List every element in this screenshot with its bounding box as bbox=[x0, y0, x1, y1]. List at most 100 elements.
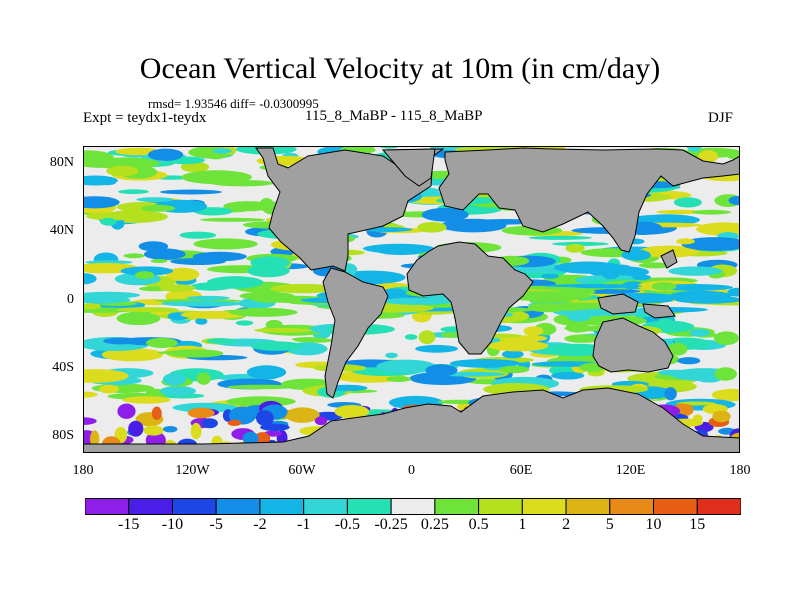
field-blob bbox=[101, 348, 164, 362]
field-blob bbox=[658, 318, 674, 323]
field-blob bbox=[210, 180, 274, 187]
field-blob bbox=[251, 293, 292, 303]
field-blob bbox=[100, 217, 117, 226]
field-blob bbox=[123, 253, 145, 259]
field-blob bbox=[122, 396, 171, 404]
field-blob bbox=[206, 338, 237, 344]
field-blob bbox=[103, 337, 138, 345]
field-blob bbox=[728, 196, 740, 205]
field-blob bbox=[260, 423, 290, 431]
colorbar-cell bbox=[171, 498, 217, 515]
colorbar-tick-label: 15 bbox=[689, 516, 706, 533]
field-blob bbox=[383, 297, 455, 305]
field-blob bbox=[564, 334, 602, 343]
field-blob bbox=[440, 218, 507, 233]
field-blob bbox=[638, 262, 672, 269]
field-blob bbox=[441, 332, 463, 338]
map-frame bbox=[83, 146, 740, 453]
field-blob bbox=[689, 328, 710, 337]
field-blob bbox=[160, 189, 222, 195]
field-blob bbox=[285, 407, 320, 423]
field-blob bbox=[83, 175, 118, 186]
field-blob bbox=[146, 337, 178, 348]
australia-landmass bbox=[592, 317, 674, 373]
field-blob bbox=[170, 258, 226, 265]
field-blob bbox=[656, 209, 705, 215]
colorbar-tick-label: -5 bbox=[209, 516, 223, 533]
field-blob bbox=[128, 420, 144, 437]
field-blob bbox=[692, 209, 731, 215]
field-blob bbox=[449, 359, 521, 368]
field-blob bbox=[528, 235, 592, 240]
field-blob bbox=[195, 317, 208, 325]
field-blob bbox=[673, 197, 702, 208]
colorbar-cell bbox=[609, 498, 655, 515]
field-blob bbox=[713, 331, 740, 345]
field-blob bbox=[551, 241, 609, 246]
stats-line: rmsd= 1.93546 diff= -0.0300995 bbox=[148, 96, 319, 111]
colorbar-tick-label: 5 bbox=[605, 516, 614, 533]
colorbar-tick-label: 10 bbox=[645, 516, 662, 533]
colorbar-cell bbox=[85, 498, 130, 515]
field-blob bbox=[135, 271, 155, 280]
field-blob bbox=[270, 283, 336, 294]
field-blob bbox=[117, 307, 179, 313]
colorbar-tick-label: 1 bbox=[518, 516, 527, 533]
field-blob bbox=[83, 417, 97, 425]
field-blob bbox=[651, 282, 677, 291]
field-blob bbox=[698, 150, 719, 163]
experiment-label: Expt = teydx1-teydx bbox=[83, 110, 207, 126]
field-blob bbox=[99, 384, 119, 394]
colorbar-tick-label: -0.25 bbox=[374, 516, 408, 533]
field-blob bbox=[565, 243, 585, 253]
field-blob bbox=[291, 337, 327, 342]
field-blob bbox=[677, 357, 701, 365]
colorbar-tick-label: -2 bbox=[253, 516, 267, 533]
field-blob bbox=[668, 266, 723, 276]
field-blob bbox=[159, 386, 197, 396]
lon-tick-label: 60W bbox=[288, 463, 316, 478]
field-blob bbox=[714, 367, 737, 381]
field-blob bbox=[386, 376, 412, 382]
season-label: DJF bbox=[708, 110, 734, 126]
africa-landmass bbox=[406, 241, 534, 355]
field-blob bbox=[488, 340, 549, 352]
field-blob bbox=[83, 196, 120, 209]
field-blob bbox=[565, 323, 591, 333]
case-label: 115_8_MaBP - 115_8_MaBP bbox=[305, 108, 483, 124]
field-blob bbox=[143, 248, 186, 260]
colorbar-tick-label: 0.5 bbox=[468, 516, 489, 533]
field-blob bbox=[150, 259, 168, 263]
field-blob bbox=[415, 344, 459, 353]
field-blob bbox=[334, 405, 370, 419]
field-blob bbox=[141, 204, 176, 212]
field-blob bbox=[167, 349, 224, 358]
field-blob bbox=[226, 384, 297, 390]
field-blob bbox=[190, 282, 233, 291]
field-blob bbox=[151, 406, 162, 420]
field-blob bbox=[544, 284, 643, 289]
lon-tick-label: 180 bbox=[72, 463, 94, 478]
field-blob bbox=[120, 266, 174, 276]
field-blob bbox=[551, 371, 585, 380]
field-blob bbox=[523, 326, 544, 336]
field-blob bbox=[664, 387, 677, 401]
field-blob bbox=[670, 290, 732, 301]
field-blob bbox=[118, 189, 149, 195]
lat-tick-label: 0 bbox=[67, 291, 74, 307]
field-blob bbox=[667, 342, 688, 356]
lon-tick-label: 120E bbox=[615, 463, 646, 478]
north-america-landmass bbox=[255, 147, 445, 272]
field-blob bbox=[657, 369, 691, 376]
colorbar-cell bbox=[696, 498, 741, 515]
field-blob bbox=[227, 419, 242, 426]
colorbar-tick-label: -10 bbox=[161, 516, 184, 533]
chart-title: Ocean Vertical Velocity at 10m (in cm/da… bbox=[139, 52, 661, 85]
field-blob bbox=[256, 410, 274, 426]
new-guinea-island bbox=[642, 303, 676, 319]
colorbar-cell bbox=[303, 498, 348, 515]
field-blob bbox=[254, 432, 271, 445]
field-blob bbox=[712, 410, 731, 423]
field-blob bbox=[404, 334, 418, 340]
field-blob bbox=[385, 352, 398, 359]
